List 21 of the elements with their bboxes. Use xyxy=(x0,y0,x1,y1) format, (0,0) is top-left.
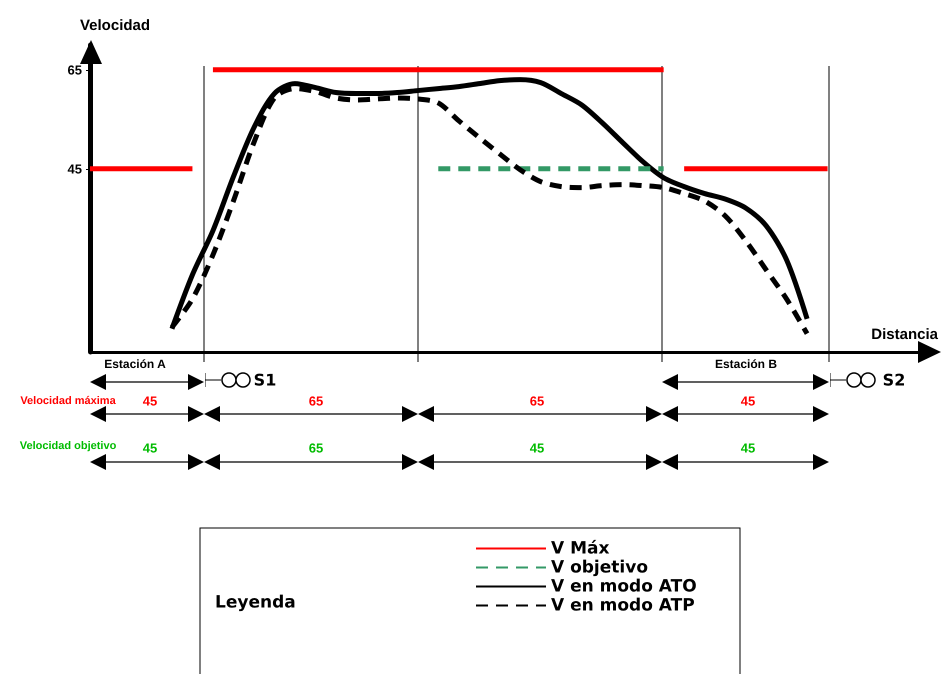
x-axis-title: Distancia xyxy=(871,326,939,343)
text: 45 xyxy=(530,440,544,456)
text: Estación B xyxy=(714,357,778,371)
text: Estación A xyxy=(104,357,166,371)
text: 65 xyxy=(530,394,544,408)
text: 45 xyxy=(142,440,158,456)
legend-label: V Máx xyxy=(551,538,610,558)
text: 65 xyxy=(308,440,324,456)
legend-label: V en modo ATO xyxy=(551,576,697,596)
legend-title: Leyenda xyxy=(215,592,296,612)
text: Velocidad máxima xyxy=(20,395,117,407)
text: 65 xyxy=(308,394,324,408)
legend-label: V en modo ATP xyxy=(551,596,695,616)
legend-label: V objetivo xyxy=(551,558,648,578)
text: S1 xyxy=(254,370,276,390)
text: S2 xyxy=(882,370,906,390)
text: Velocidad objetivo xyxy=(20,440,117,452)
text: 45 xyxy=(142,394,158,408)
y-axis-title: Velocidad xyxy=(80,17,150,34)
text: 45 xyxy=(740,394,756,408)
text: 45 xyxy=(740,440,756,456)
